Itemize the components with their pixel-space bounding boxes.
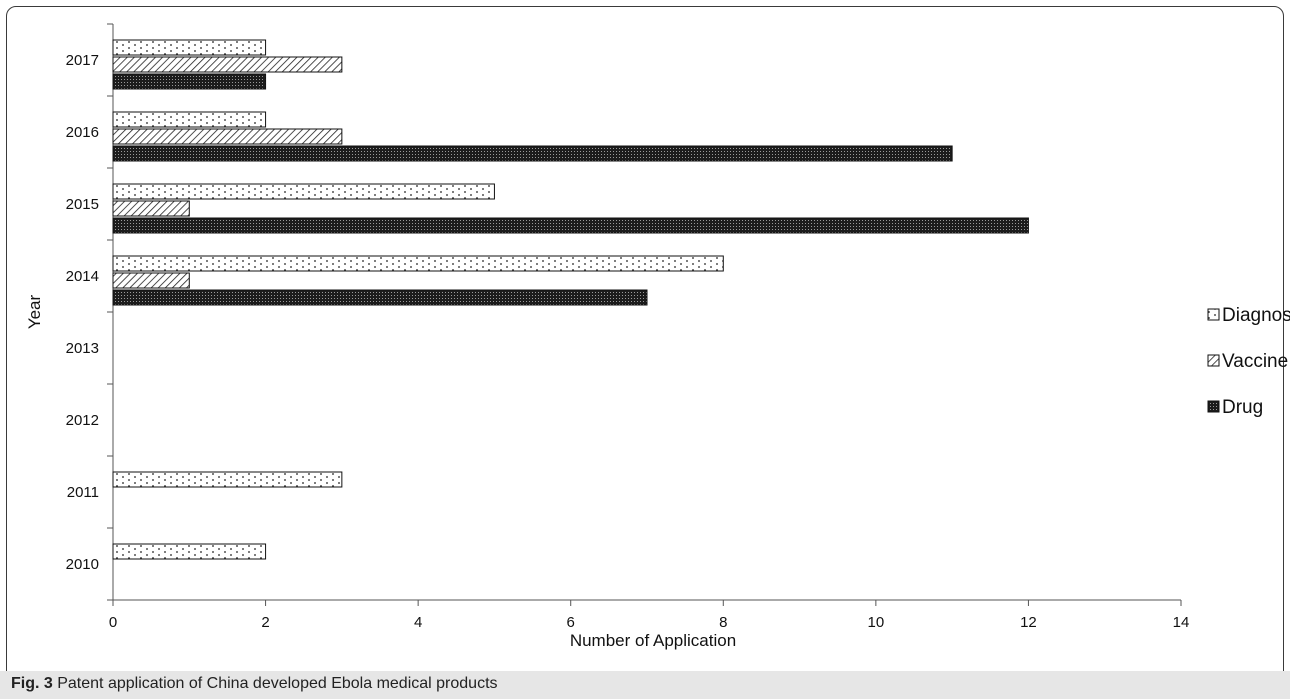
legend-label-vaccine: Vaccine [1222,351,1288,372]
axes: 2010 2011 2012 2013 2014 2015 2016 2017 0 2 4 6 8 10 1… [25,23,1190,650]
bar-vaccine-2017 [112,56,343,73]
bar-drug-2017 [112,73,267,90]
bar-diagnostics-2016 [112,111,267,128]
x-tick-label: 10 [868,614,885,631]
y-tick-label: 2011 [67,484,99,501]
x-tick-label: 8 [719,614,727,631]
legend-label-drug: Drug [1222,397,1263,418]
bar-diagnostics-2011 [112,471,343,488]
legend-swatch-vaccine [1207,354,1220,367]
x-tick-label: 0 [109,614,117,631]
bar-diagnostics-2014 [112,255,724,272]
bar-vaccine-2016 [112,128,343,145]
x-axis-title: Number of Application [570,631,736,650]
x-tick-label: 12 [1020,614,1037,631]
bars [112,39,1029,560]
y-tick-label: 2014 [66,268,99,285]
x-tick-label: 14 [1173,614,1190,631]
y-tick-label: 2010 [66,556,99,573]
legend-label-diagnostics: Diagnostics [1222,305,1290,326]
caption-text: Patent application of China developed Eb… [57,675,498,692]
y-tick-label: 2015 [66,196,99,213]
y-tick-label: 2017 [66,52,99,69]
y-tick-label: 2012 [66,412,99,429]
bar-diagnostics-2010 [112,543,267,560]
bar-drug-2016 [112,145,953,162]
y-tick-label: 2013 [66,340,99,357]
legend-swatch-drug [1207,400,1220,413]
bar-chart: 2010 2011 2012 2013 2014 2015 2016 2017 0 2 4 6 8 10 1… [25,23,1290,650]
bar-diagnostics-2017 [112,39,267,56]
figure-caption: Fig. 3 Patent application of China devel… [0,671,1290,699]
bar-vaccine-2015 [112,200,190,217]
bar-drug-2015 [112,217,1029,234]
bar-drug-2014 [112,289,648,306]
bar-vaccine-2014 [112,272,190,289]
bar-diagnostics-2015 [112,183,495,200]
legend: Diagnostics Vaccine Drug [1207,305,1290,418]
caption-label: Fig. 3 [11,675,53,692]
y-tick-label: 2016 [66,124,99,141]
legend-swatch-diagnostics [1207,308,1220,321]
x-tick-label: 2 [261,614,269,631]
y-axis-title: Year [25,294,44,329]
x-tick-label: 6 [567,614,575,631]
x-tick-label: 4 [414,614,422,631]
